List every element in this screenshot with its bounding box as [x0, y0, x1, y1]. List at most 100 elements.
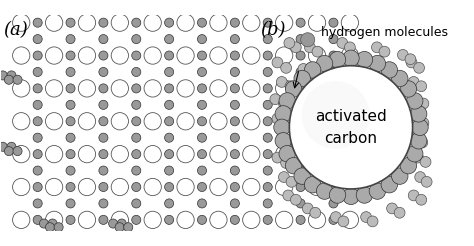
Circle shape: [309, 80, 326, 97]
Circle shape: [177, 145, 194, 163]
Circle shape: [304, 42, 315, 53]
Circle shape: [296, 199, 305, 208]
Circle shape: [275, 178, 293, 196]
Circle shape: [115, 223, 124, 232]
Circle shape: [33, 18, 42, 27]
Circle shape: [230, 215, 239, 224]
Circle shape: [416, 194, 427, 205]
Circle shape: [46, 178, 63, 196]
Circle shape: [356, 187, 373, 203]
Circle shape: [410, 94, 421, 105]
Circle shape: [408, 77, 419, 87]
Circle shape: [33, 84, 42, 93]
Circle shape: [99, 117, 108, 126]
Circle shape: [230, 67, 239, 77]
Circle shape: [144, 178, 161, 196]
Circle shape: [164, 199, 173, 208]
Circle shape: [296, 215, 305, 224]
Circle shape: [417, 137, 428, 148]
Circle shape: [198, 150, 207, 159]
Circle shape: [132, 100, 141, 109]
Circle shape: [329, 2, 338, 11]
Circle shape: [338, 216, 349, 227]
Circle shape: [230, 183, 239, 192]
Circle shape: [341, 211, 358, 229]
Circle shape: [99, 84, 108, 93]
Circle shape: [99, 199, 108, 208]
Circle shape: [286, 176, 297, 187]
Circle shape: [13, 147, 22, 156]
Circle shape: [410, 106, 427, 122]
Circle shape: [99, 18, 108, 27]
Circle shape: [296, 166, 305, 175]
Circle shape: [309, 145, 326, 163]
Circle shape: [198, 100, 207, 109]
Circle shape: [367, 216, 378, 227]
Circle shape: [46, 113, 63, 130]
Circle shape: [309, 113, 326, 130]
Circle shape: [66, 215, 75, 224]
Circle shape: [275, 47, 293, 64]
Circle shape: [78, 211, 96, 229]
Circle shape: [343, 188, 359, 205]
Circle shape: [281, 158, 292, 169]
Circle shape: [296, 117, 305, 126]
Circle shape: [274, 119, 290, 136]
Circle shape: [46, 145, 63, 163]
Circle shape: [343, 50, 359, 66]
Circle shape: [407, 146, 423, 162]
Circle shape: [33, 183, 42, 192]
Circle shape: [281, 62, 292, 73]
Circle shape: [412, 152, 423, 163]
Circle shape: [341, 145, 358, 163]
Circle shape: [275, 106, 292, 122]
Circle shape: [78, 178, 96, 196]
Circle shape: [164, 51, 173, 60]
Circle shape: [275, 80, 293, 97]
Circle shape: [272, 152, 283, 163]
Circle shape: [48, 219, 57, 228]
Circle shape: [46, 211, 63, 229]
Circle shape: [392, 168, 408, 184]
Circle shape: [4, 147, 13, 156]
Circle shape: [263, 100, 272, 109]
Circle shape: [33, 117, 42, 126]
Circle shape: [177, 211, 194, 229]
Circle shape: [210, 113, 227, 130]
Circle shape: [408, 190, 419, 201]
Circle shape: [416, 81, 427, 92]
Circle shape: [291, 42, 301, 53]
Circle shape: [198, 35, 207, 44]
Circle shape: [263, 2, 272, 11]
Circle shape: [392, 70, 408, 87]
Circle shape: [405, 54, 416, 65]
Circle shape: [13, 80, 30, 97]
Circle shape: [111, 47, 128, 64]
Circle shape: [289, 66, 412, 189]
Circle shape: [415, 172, 426, 183]
Circle shape: [243, 47, 260, 64]
Circle shape: [279, 93, 295, 109]
Circle shape: [243, 14, 260, 31]
Circle shape: [400, 157, 417, 174]
Circle shape: [263, 133, 272, 142]
Circle shape: [198, 84, 207, 93]
Circle shape: [230, 2, 239, 11]
Circle shape: [177, 178, 194, 196]
Circle shape: [329, 187, 346, 203]
Circle shape: [7, 142, 16, 151]
Circle shape: [198, 133, 207, 142]
Circle shape: [398, 49, 408, 60]
Circle shape: [263, 35, 272, 44]
Circle shape: [230, 84, 239, 93]
Circle shape: [270, 94, 281, 105]
Circle shape: [78, 47, 96, 64]
Circle shape: [33, 166, 42, 175]
Circle shape: [164, 35, 173, 44]
Circle shape: [99, 183, 108, 192]
Circle shape: [284, 38, 295, 48]
Circle shape: [13, 211, 30, 229]
Circle shape: [111, 145, 128, 163]
Circle shape: [420, 156, 431, 167]
Circle shape: [283, 190, 294, 201]
